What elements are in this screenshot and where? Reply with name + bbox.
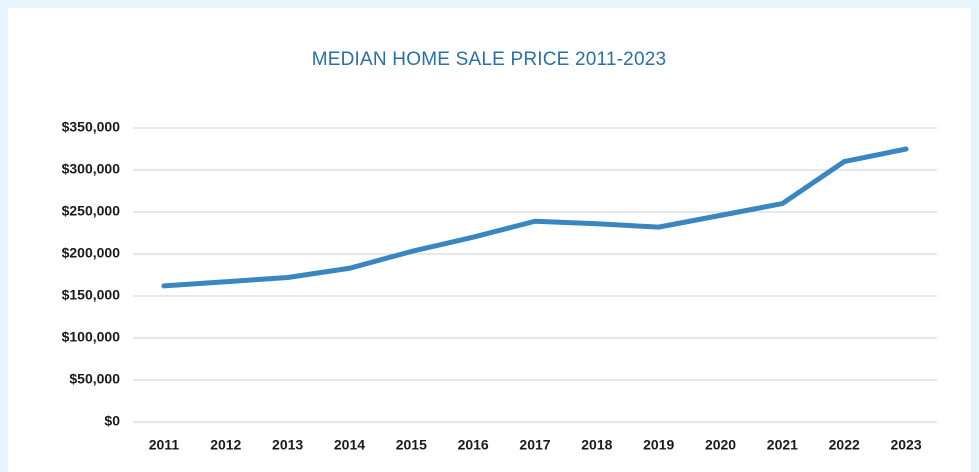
y-tick-label: $200,000 (62, 245, 121, 261)
y-tick-label: $350,000 (62, 119, 121, 135)
y-tick-label: $250,000 (62, 203, 121, 219)
x-tick-label: 2020 (705, 437, 736, 453)
x-tick-label: 2018 (581, 437, 612, 453)
x-tick-label: 2016 (458, 437, 489, 453)
y-tick-label: $0 (104, 413, 120, 429)
x-tick-label: 2012 (210, 437, 241, 453)
chart-panel (8, 8, 971, 472)
x-tick-label: 2019 (643, 437, 674, 453)
x-tick-label: 2011 (149, 437, 180, 453)
x-tick-label: 2021 (767, 437, 798, 453)
x-tick-label: 2013 (272, 437, 303, 453)
y-tick-label: $150,000 (62, 287, 121, 303)
y-tick-label: $300,000 (62, 161, 121, 177)
x-tick-label: 2014 (334, 437, 365, 453)
y-tick-label: $50,000 (69, 371, 120, 387)
y-tick-label: $100,000 (62, 329, 121, 345)
x-tick-label: 2017 (519, 437, 550, 453)
x-tick-label: 2023 (890, 437, 921, 453)
x-tick-label: 2022 (829, 437, 860, 453)
chart-title: MEDIAN HOME SALE PRICE 2011-2023 (312, 49, 667, 70)
x-tick-label: 2015 (396, 437, 427, 453)
data-line (161, 146, 909, 289)
